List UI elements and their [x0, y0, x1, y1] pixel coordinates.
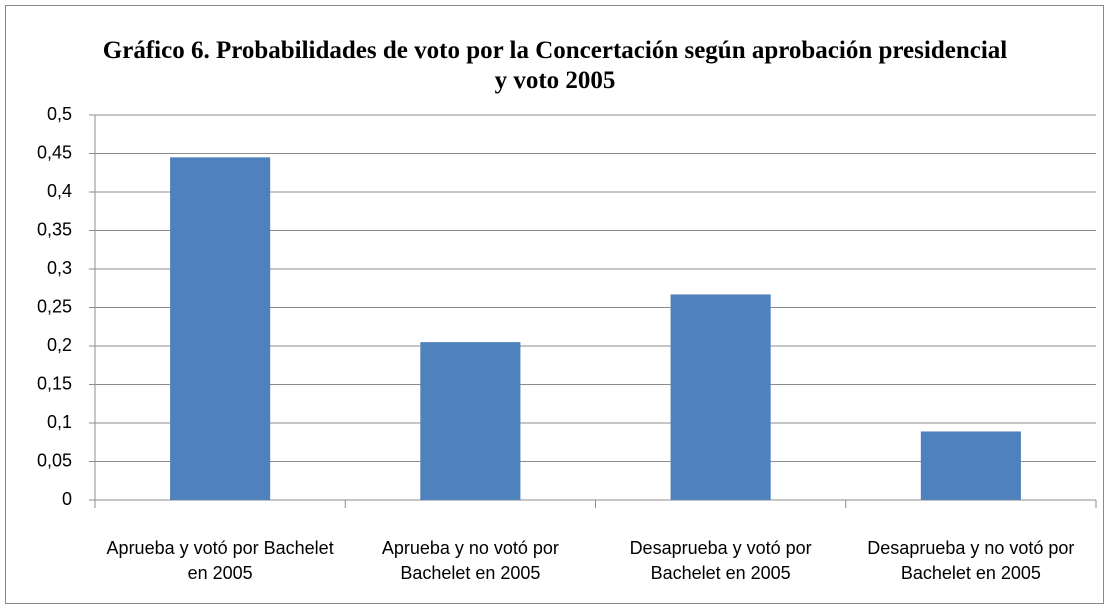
chart-title: Gráfico 6. Probabilidades de voto por la…: [102, 37, 1008, 94]
y-tick-label: 0,2: [47, 335, 72, 355]
bar: [920, 431, 1021, 500]
bar: [170, 157, 271, 500]
y-tick-label: 0,5: [47, 104, 72, 124]
x-tick-label: Desaprueba y votó por Bachelet en 2005: [629, 538, 812, 583]
y-tick-label: 0,35: [37, 219, 72, 239]
y-tick-label: 0,1: [47, 412, 72, 432]
y-tick-label: 0,25: [37, 296, 72, 316]
bar: [420, 342, 521, 500]
x-tick-label: Desaprueba y no votó por Bachelet en 200…: [867, 538, 1075, 583]
x-tick-label: Aprueba y no votó por Bachelet en 2005: [381, 538, 559, 583]
x-tick-label: Aprueba y votó por Bachelet en 2005: [106, 538, 334, 583]
y-tick-label: 0,4: [47, 181, 72, 201]
y-tick-label: 0,45: [37, 142, 72, 162]
bar: [670, 294, 771, 500]
y-tick-label: 0: [62, 489, 72, 509]
y-tick-label: 0,05: [37, 450, 72, 470]
y-tick-label: 0,3: [47, 258, 72, 278]
y-tick-label: 0,15: [37, 373, 72, 393]
